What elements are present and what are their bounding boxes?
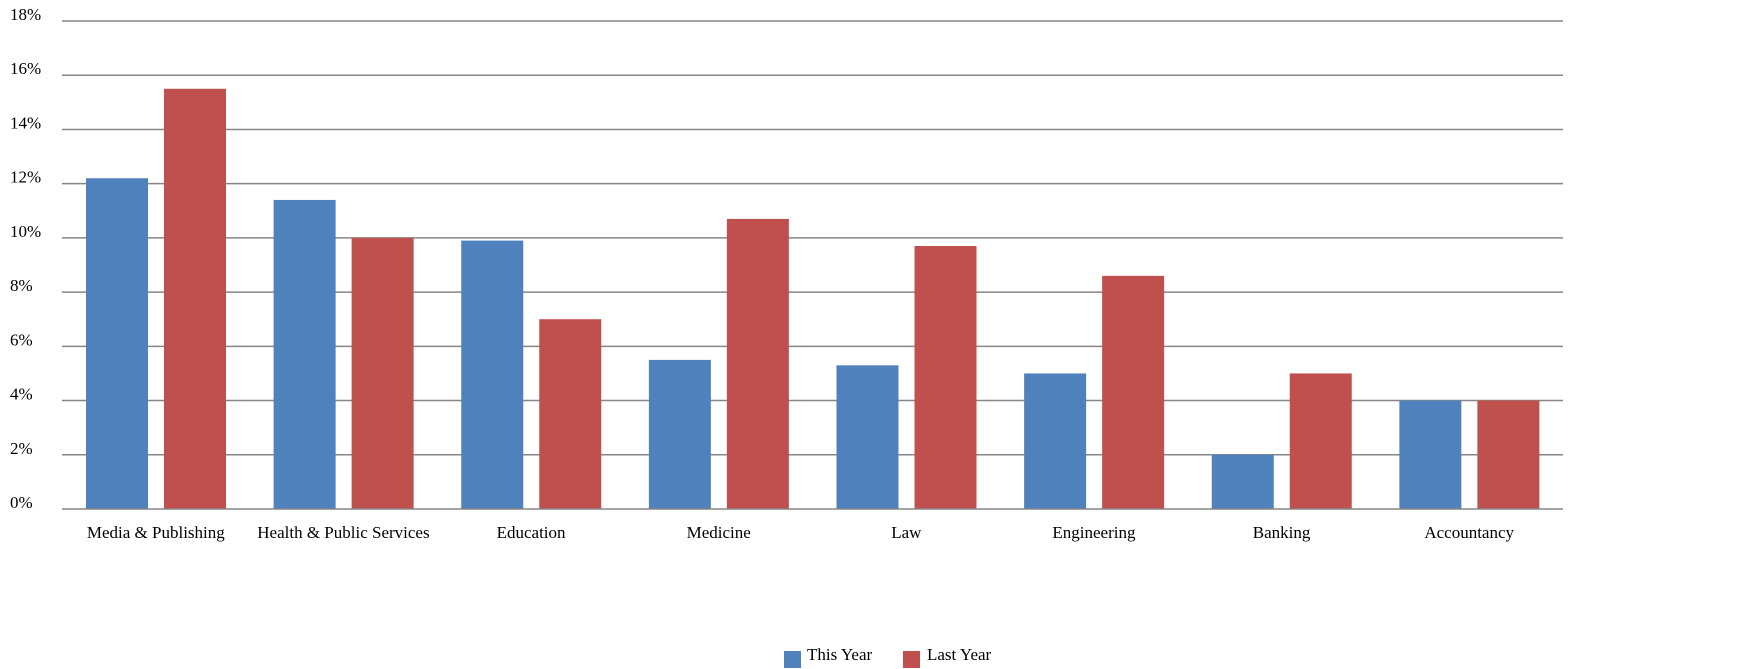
legend-swatch-this-year [784,651,801,668]
bar-this-year [1211,454,1274,509]
x-category-label: Medicine [687,523,751,542]
bars [86,88,1540,510]
x-category-label: Engineering [1052,523,1136,542]
legend-label-last-year: Last Year [927,645,992,664]
y-tick-label: 4% [10,385,33,404]
bar-last-year [164,88,226,510]
y-tick-label: 18% [10,5,41,24]
legend-swatch-last-year [903,651,920,668]
x-category-label: Accountancy [1424,523,1514,542]
y-tick-label: 12% [10,168,41,187]
bar-this-year [648,359,711,509]
bar-this-year [1024,373,1087,509]
x-category-label: Media & Publishing [87,523,225,542]
y-tick-label: 6% [10,330,33,349]
y-tick-label: 8% [10,276,33,295]
bar-last-year [539,319,602,509]
x-axis-category-labels: Media & Publishing Health & Public Servic… [87,523,1515,542]
bar-this-year [273,199,336,509]
y-axis-tick-labels: 0% 2% 4% 6% 8% 10% 12% 14% 16% 18% [10,5,41,512]
bar-last-year [1289,373,1352,509]
y-tick-label: 0% [10,493,33,512]
bar-last-year [1102,275,1165,509]
x-category-label: Health & Public Services [257,523,429,542]
bar-this-year [461,240,524,509]
bar-this-year [1399,400,1462,509]
bar-this-year [86,178,148,509]
y-tick-label: 16% [10,59,41,78]
legend-label-this-year: This Year [807,645,873,664]
y-tick-label: 2% [10,439,33,458]
bar-last-year [914,246,977,509]
x-category-label: Law [891,523,922,542]
legend: This Year Last Year [784,645,992,668]
bar-this-year [836,365,899,509]
bar-last-year [726,218,789,509]
x-category-label: Banking [1253,523,1311,542]
x-category-label: Education [497,523,566,542]
bar-last-year [1477,400,1540,509]
y-tick-label: 10% [10,222,41,241]
bar-last-year [351,237,414,509]
y-tick-label: 14% [10,113,41,132]
